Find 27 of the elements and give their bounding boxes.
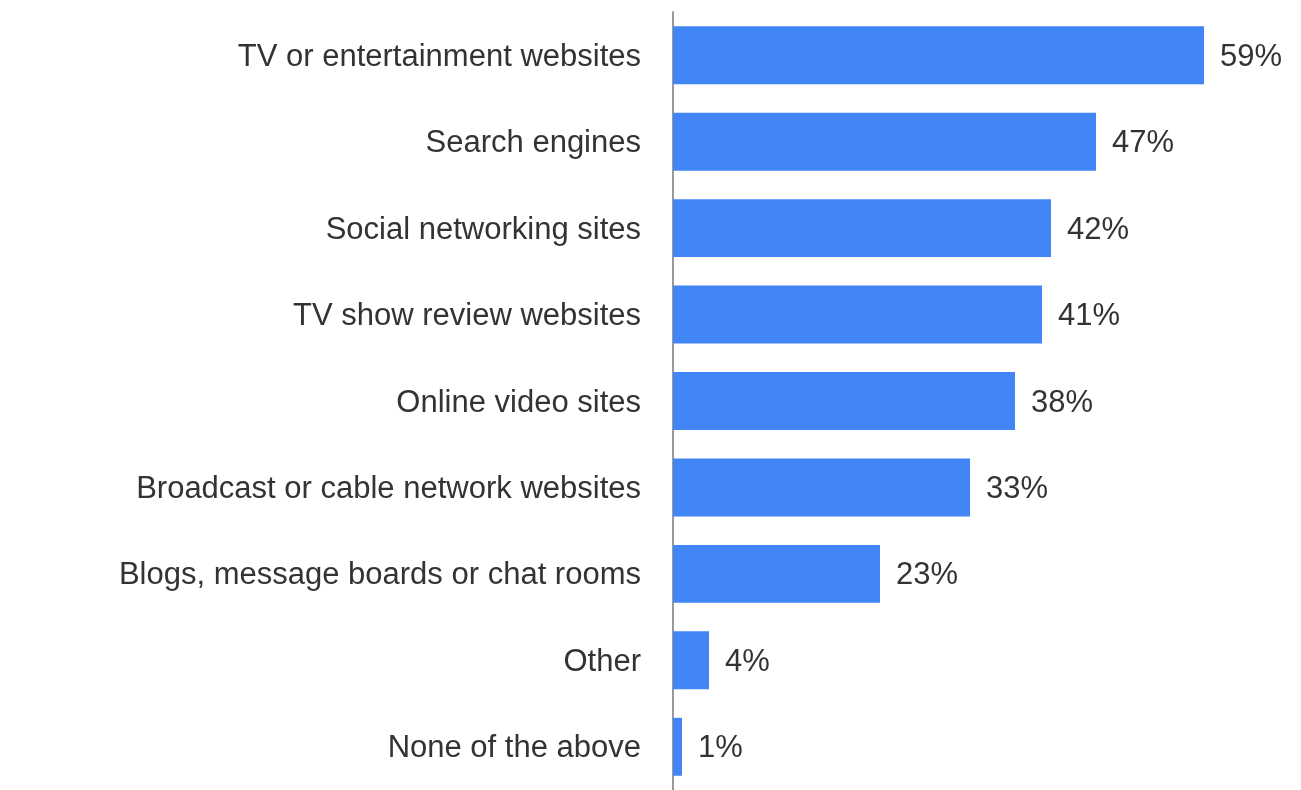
bar — [673, 26, 1204, 85]
data-label: 4% — [725, 642, 770, 678]
y-tick-label: Online video sites — [396, 383, 641, 419]
y-tick-label: TV or entertainment websites — [237, 37, 641, 73]
data-label: 42% — [1067, 210, 1130, 246]
data-label: 47% — [1112, 124, 1175, 160]
y-tick-label: TV show review websites — [292, 297, 641, 333]
y-tick-label: Social networking sites — [325, 210, 641, 246]
bar — [673, 112, 1096, 171]
bar — [673, 199, 1051, 258]
y-tick-label: Other — [563, 642, 641, 678]
bar — [673, 544, 880, 603]
bar — [673, 372, 1015, 430]
data-label: 33% — [986, 469, 1049, 505]
bar — [673, 458, 970, 517]
data-label: 23% — [896, 556, 959, 592]
bar — [673, 631, 709, 690]
bar — [673, 285, 1042, 344]
y-tick-label: Search engines — [425, 124, 641, 160]
y-tick-label: Broadcast or cable network websites — [136, 469, 641, 505]
y-tick-label: Blogs, message boards or chat rooms — [118, 556, 641, 592]
bar — [673, 717, 682, 776]
y-tick-label: None of the above — [387, 729, 641, 765]
data-label: 41% — [1058, 297, 1121, 333]
data-label: 38% — [1031, 383, 1094, 419]
data-label: 1% — [698, 729, 743, 765]
data-label: 59% — [1220, 37, 1283, 73]
